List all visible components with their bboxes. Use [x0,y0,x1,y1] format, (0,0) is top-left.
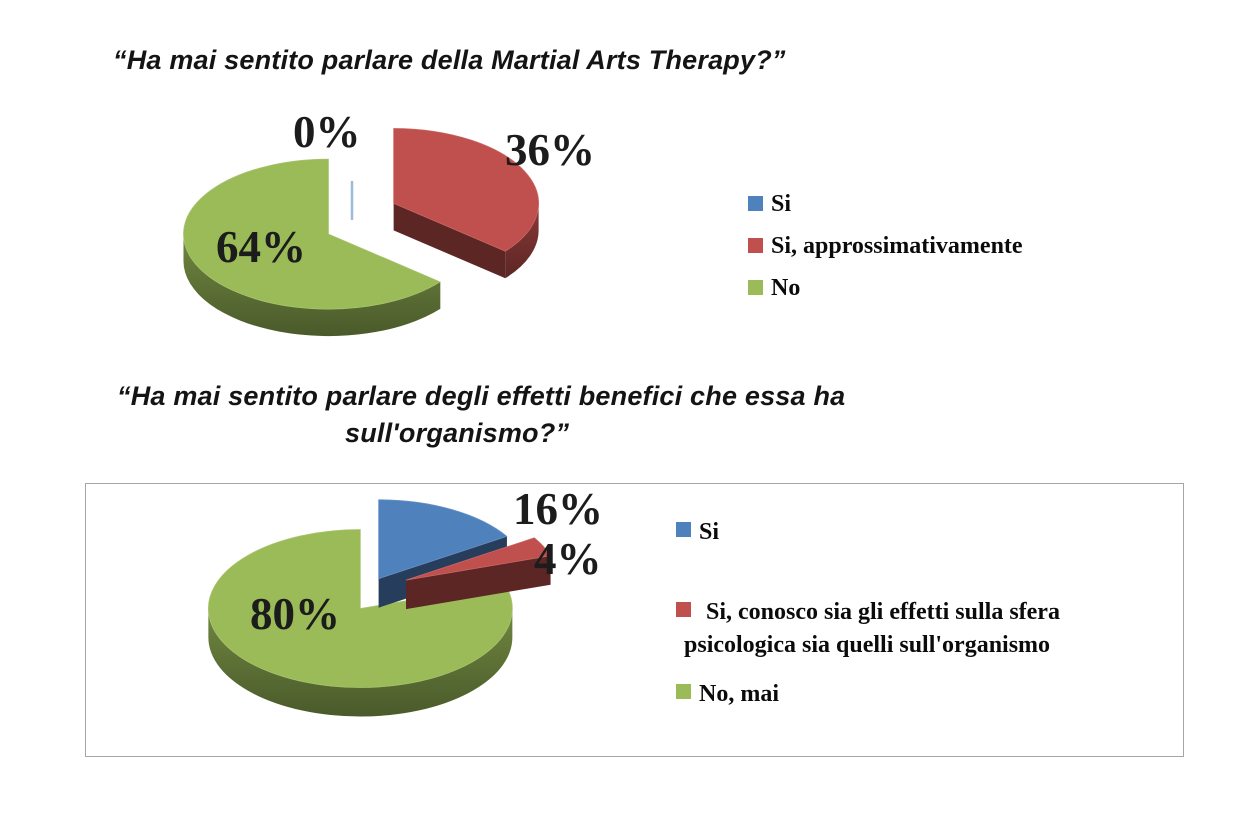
chart1-plot-area: 0% 36% 64% [140,100,640,370]
chart2-datalabel-si: 16% [513,484,603,534]
legend-label: Si [771,191,792,217]
chart2-legend: Si Si, conosco sia gli effetti sulla sfe… [676,510,1186,740]
chart1-pie-3d [183,128,539,337]
chart2-datalabel-si-conosco: 4% [534,534,602,584]
chart1-legend: Si Si, approssimativamente No [748,190,1023,316]
legend-swatch-si-approssimativamente [748,238,763,253]
chart2-pie-3d [208,499,552,717]
chart1-legend-item-si: Si [748,190,1023,219]
chart2-legend-item-si: Si [676,516,719,549]
legend-swatch-no [748,280,763,295]
chart1-datalabel-no: 64% [216,222,306,272]
chart2-datalabel-no-mai: 80% [250,589,340,639]
chart2-legend-item-si-conosco: Si, conosco sia gli effetti sulla sfera … [676,596,1060,662]
chart1-legend-item-si-approssimativamente: Si, approssimativamente [748,232,1023,261]
chart2-title-line1: “Ha mai sentito parlare degli effetti be… [117,381,846,411]
chart1-title: “Ha mai sentito parlare della Martial Ar… [113,45,786,75]
legend-label: Si, approssimativamente [771,233,1023,259]
chart1-legend-item-no: No [748,274,1023,303]
chart1-datalabel-si: 0% [293,107,361,157]
legend-label-line1: Si, conosco sia gli effetti sulla sfera [706,599,1060,625]
legend-label: No, mai [699,681,779,707]
legend-label: Si, conosco sia gli effetti sulla sfera … [684,596,1060,662]
chart2-frame [85,483,1184,757]
legend-label-line2: psicologica sia quelli sull'organismo [684,632,1051,658]
legend-label: No [771,275,801,301]
legend-swatch-no-mai [676,684,691,699]
chart1-datalabel-si-approssimativamente: 36% [505,125,595,175]
chart2-title-line2: sull'organismo?” [345,418,570,448]
legend-swatch-si [676,522,691,537]
legend-swatch-si-conosco [676,602,691,617]
legend-label: Si [699,519,720,545]
chart2-plot-area: 16% 4% 80% [150,484,710,752]
legend-swatch-si [748,196,763,211]
chart2-legend-item-no-mai: No, mai [676,678,779,711]
